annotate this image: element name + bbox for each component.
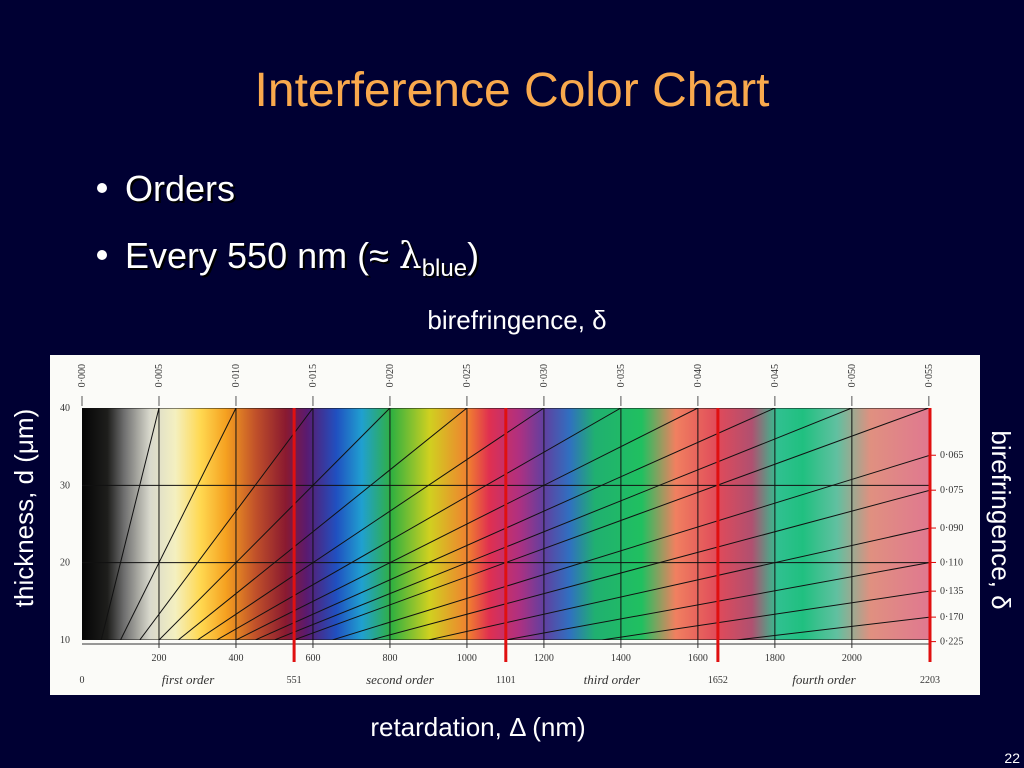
birefringence-line <box>139 408 314 640</box>
birefringence-line <box>234 408 699 640</box>
x-tick-label: 400 <box>228 653 243 664</box>
top-tick-label: 0·010 <box>231 364 242 387</box>
bullet-close: ) <box>467 235 479 276</box>
birefringence-line <box>119 408 237 640</box>
page-number: 22 <box>1004 750 1020 766</box>
top-tick-label: 0·000 <box>77 364 88 387</box>
birefringence-line <box>598 590 930 640</box>
top-axis-title: birefringence, δ <box>427 305 606 335</box>
top-tick-label: 0·045 <box>770 364 781 387</box>
birefringence-line <box>196 408 545 640</box>
y-tick-label: 30 <box>60 480 70 491</box>
slide-title: Interference Color Chart <box>255 64 770 117</box>
birefringence-line <box>215 408 622 640</box>
bullet-dot <box>97 183 107 193</box>
x-tick-label: 2000 <box>842 653 862 664</box>
birefringence-line <box>732 616 930 640</box>
x-tick-label: 1800 <box>765 653 785 664</box>
x-tick-label: 600 <box>305 653 320 664</box>
x-tick-label: 1600 <box>688 653 708 664</box>
x-tick-label: 1400 <box>611 653 631 664</box>
bullet-dot <box>97 250 107 260</box>
birefringence-line <box>158 408 391 640</box>
right-tick-label: 0·065 <box>940 450 963 461</box>
order-label: third order <box>584 672 641 687</box>
birefringence-line <box>177 408 468 640</box>
order-boundary-label: 1101 <box>496 675 516 686</box>
y-tick-label: 40 <box>60 403 70 414</box>
right-tick-label: 0·170 <box>940 612 963 623</box>
top-tick-label: 0·020 <box>385 364 396 387</box>
bottom-axis-title: retardation, Δ (nm) <box>370 712 585 742</box>
bullet-text: Every 550 nm (≈ <box>125 235 399 276</box>
x-tick-label: 1200 <box>534 653 554 664</box>
order-boundary-label: 1652 <box>708 675 728 686</box>
right-tick-label: 0·090 <box>940 523 963 534</box>
right-axis-title: birefringence, δ <box>986 430 1016 609</box>
order-label: fourth order <box>792 672 856 687</box>
top-tick-label: 0·025 <box>462 364 473 387</box>
top-tick-label: 0·040 <box>693 364 704 387</box>
bullet-symbol: λ <box>399 236 422 277</box>
x-tick-label: 800 <box>382 653 397 664</box>
bullet-subscript: blue <box>422 255 467 282</box>
top-tick-label: 0·005 <box>154 364 165 387</box>
right-tick-label: 0·075 <box>940 485 963 496</box>
right-tick-label: 0·135 <box>940 586 963 597</box>
top-tick-label: 0·035 <box>616 364 627 387</box>
birefringence-line <box>273 408 853 640</box>
top-tick-label: 0·050 <box>847 364 858 387</box>
right-tick-label: 0·110 <box>940 557 963 568</box>
birefringence-line <box>100 408 160 640</box>
top-tick-label: 0·055 <box>924 364 935 387</box>
order-boundary-label: 551 <box>287 675 302 686</box>
x-tick-label: 1000 <box>457 653 477 664</box>
x-tick-label: 200 <box>151 653 166 664</box>
top-tick-label: 0·015 <box>308 364 319 387</box>
bullet: Every 550 nm (≈ λblue) <box>125 235 479 282</box>
left-axis-title: thickness, d (μm) <box>9 409 39 607</box>
y-tick-label: 10 <box>60 635 70 646</box>
top-tick-label: 0·030 <box>539 364 550 387</box>
bullet: Orders <box>125 168 235 209</box>
overlay: 10 20 30 40 200 400 600 800 1000 1200 1400 1600 1800… <box>60 364 963 687</box>
right-tick-label: 0·225 <box>940 637 963 648</box>
order-boundary-label: 2203 <box>920 675 940 686</box>
order-label: first order <box>162 672 216 687</box>
birefringence-line <box>253 408 776 640</box>
y-tick-label: 20 <box>60 558 70 569</box>
order-label: second order <box>366 672 435 687</box>
order-boundary-label: 0 <box>80 675 85 686</box>
